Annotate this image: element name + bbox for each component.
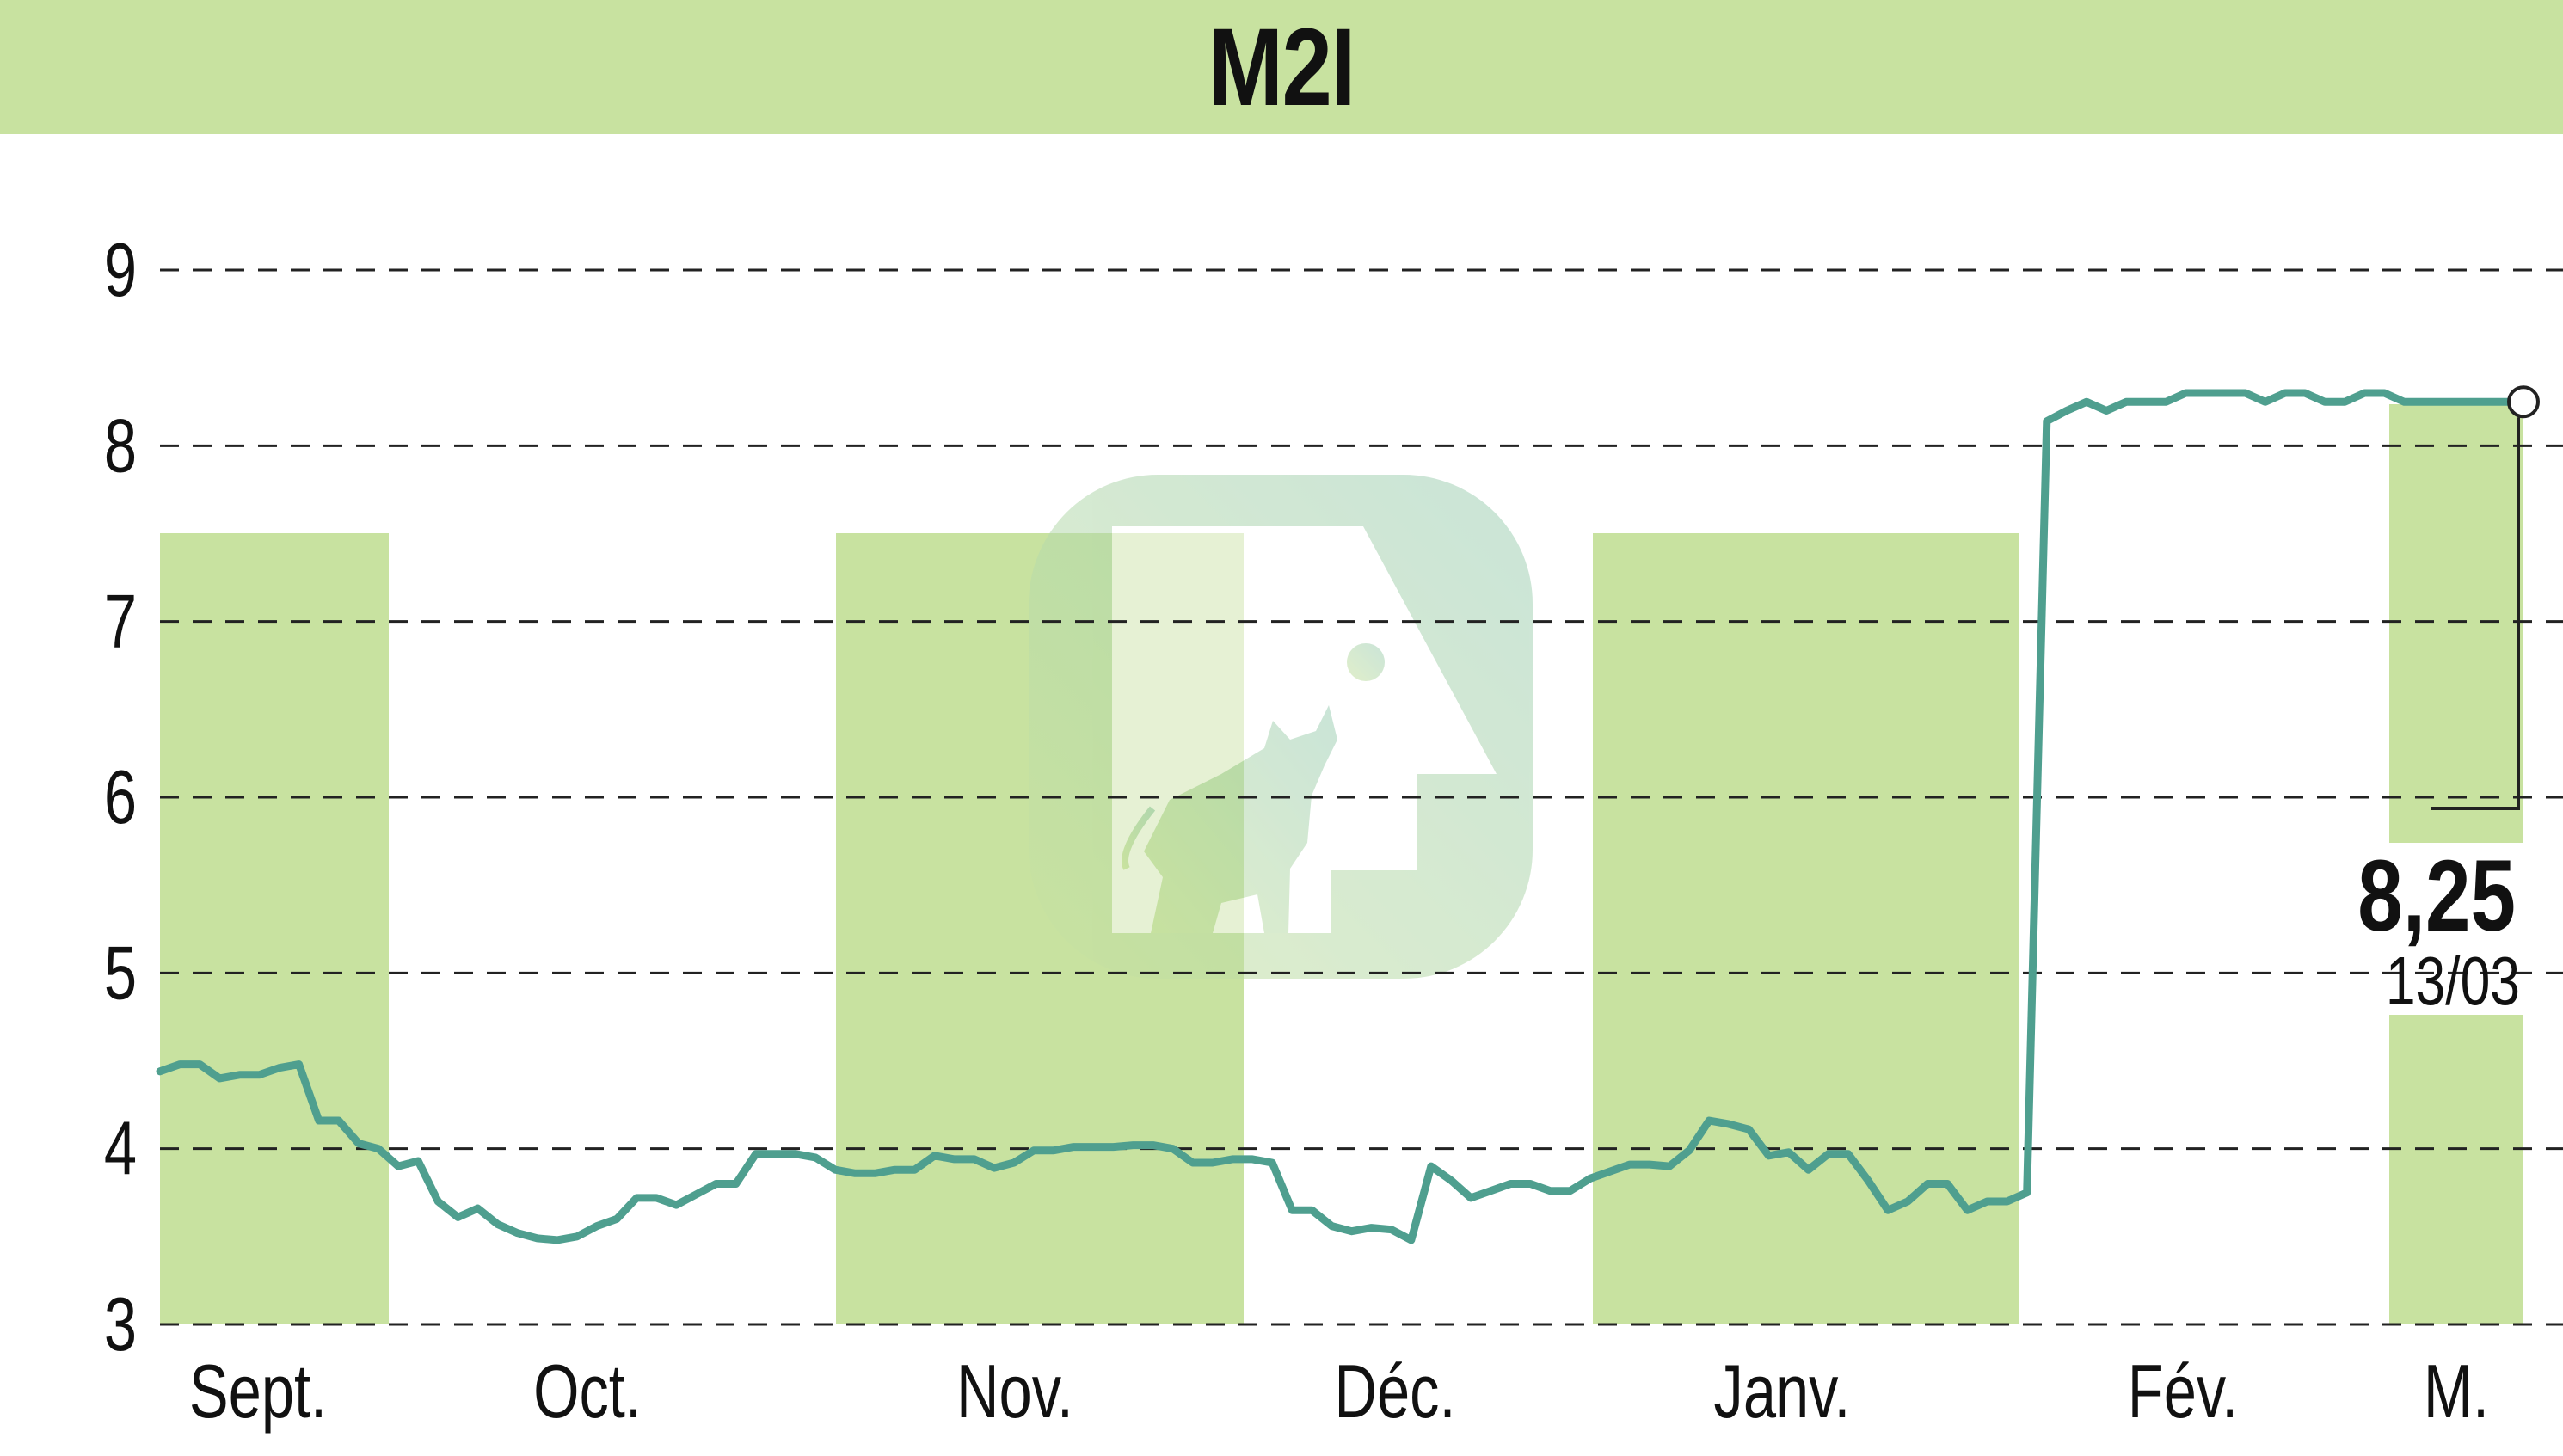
- month-band-5: [1593, 533, 2019, 1324]
- price-line: [156, 389, 2528, 1244]
- y-tick-label: 5: [104, 931, 137, 1015]
- title-bar: M2I: [0, 0, 2563, 134]
- value-leader-line: [2431, 417, 2520, 810]
- last-date-label: 13/03: [2386, 943, 2520, 1020]
- grid-lines: [160, 268, 2563, 1326]
- y-tick-label: 8: [104, 403, 137, 488]
- last-value-label: 8,25: [2357, 839, 2516, 953]
- month-band-7: [2389, 404, 2523, 843]
- y-axis-ticks: 3 4 5 6 7 8 9: [104, 228, 137, 1367]
- bull-logo-watermark: [1029, 475, 1533, 979]
- y-tick-label: 4: [104, 1106, 137, 1190]
- x-tick-label: Fév.: [2128, 1349, 2238, 1434]
- x-tick-label: Janv.: [1714, 1349, 1851, 1434]
- x-tick-label: Sept.: [189, 1349, 327, 1434]
- x-tick-label: M.: [2424, 1349, 2489, 1434]
- x-tick-label: Oct.: [533, 1349, 642, 1434]
- y-tick-label: 6: [104, 755, 137, 839]
- month-band-7-lower: [2389, 1015, 2523, 1324]
- price-line-layer: [156, 389, 2528, 1244]
- x-tick-label: Déc.: [1334, 1349, 1455, 1434]
- y-tick-label: 7: [104, 579, 137, 663]
- last-value-marker: [2507, 385, 2540, 419]
- y-tick-label: 3: [104, 1282, 137, 1367]
- x-tick-label: Nov.: [956, 1349, 1073, 1434]
- chart-title: M2I: [1208, 5, 1356, 129]
- y-tick-label: 9: [104, 228, 137, 312]
- x-axis-labels: Sept. Oct. Nov. Déc. Janv. Fév. M.: [189, 1349, 2489, 1434]
- month-band-1: [160, 533, 389, 1324]
